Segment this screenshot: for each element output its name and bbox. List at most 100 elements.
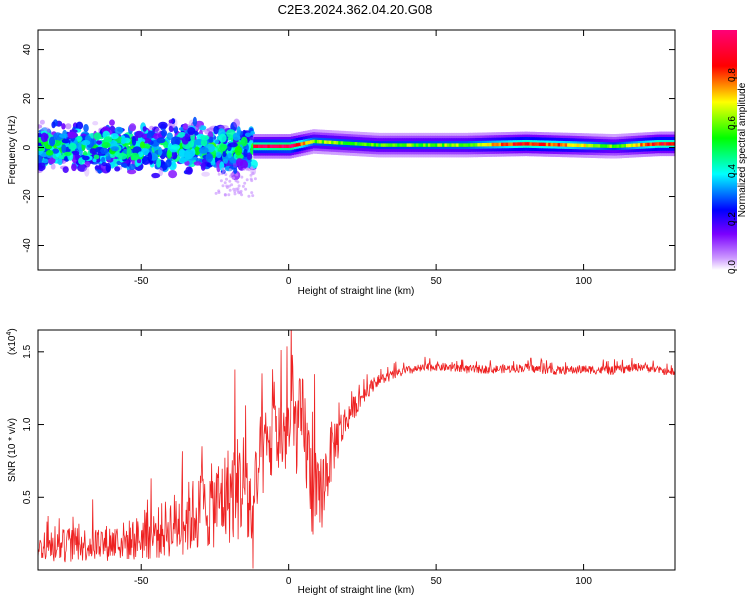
spectrogram-cell — [249, 177, 253, 181]
spectrogram-cell — [286, 144, 290, 148]
spectrogram-cell — [574, 143, 578, 147]
snr-y-multiplier-base: (x10 — [7, 335, 18, 355]
spectrogram-cell — [446, 143, 450, 147]
spectrogram-cell — [352, 142, 356, 146]
spectrogram-cell — [184, 133, 189, 142]
spectrogram-cell — [84, 167, 90, 177]
spectrogram-cell — [237, 184, 241, 188]
spectrogram-cell — [529, 142, 533, 146]
spectrogram-cell — [214, 191, 218, 195]
spectrogram-cell — [126, 147, 132, 158]
spectrogram-cell — [585, 143, 589, 148]
spectrogram-cell — [225, 184, 229, 188]
spectrogram-cell — [245, 167, 249, 171]
spectrogram-cell — [67, 131, 77, 139]
spectrogram-cell — [52, 148, 60, 154]
spectrogram-cell — [423, 143, 427, 147]
spectrogram-cell — [222, 169, 226, 173]
spectrogram-cell — [154, 127, 161, 134]
spectrogram-marks — [38, 116, 675, 198]
spectrogram-cell — [236, 187, 240, 191]
spectrogram-cell — [260, 144, 264, 148]
spectrogram-cell — [659, 142, 663, 146]
spectrogram-x-tick-label: 100 — [575, 276, 592, 287]
spectrogram-cell — [253, 177, 257, 181]
spectrogram-cell — [619, 144, 622, 148]
colorbar-tick-label: 0.0 — [727, 260, 738, 274]
spectrogram-cell — [114, 166, 121, 172]
spectrogram-cell — [136, 158, 142, 164]
snr-x-tick-label: 100 — [575, 576, 592, 587]
spectrogram-cell — [475, 143, 479, 147]
spectrogram-cell — [128, 123, 137, 132]
spectrogram-cell — [236, 180, 240, 184]
spectrogram-cell — [103, 136, 113, 143]
spectrogram-cell — [307, 140, 311, 145]
spectrogram-cell — [347, 141, 351, 146]
figure-title: C2E3.2024.362.04.20.G08 — [278, 2, 433, 17]
spectrogram-cell — [224, 173, 228, 176]
spectrogram-cell — [531, 142, 535, 146]
spectrogram-cell — [482, 143, 486, 147]
spectrogram-cell — [366, 142, 370, 147]
spectrogram-cell — [550, 142, 554, 147]
spectrogram-cell — [233, 190, 237, 193]
spectrogram-cell — [434, 143, 438, 147]
spectrogram-cell — [361, 142, 365, 146]
spectrogram-cell — [110, 133, 119, 140]
spectrogram-cell — [114, 126, 124, 135]
spectrogram-cell — [654, 142, 658, 146]
spectrogram-cell — [219, 179, 223, 183]
spectrogram-x-tick-label: 0 — [286, 276, 292, 287]
spectrogram-cell — [404, 143, 408, 147]
spectrogram-cell — [564, 143, 568, 147]
spectrogram-cell — [238, 191, 242, 195]
spectrogram-cell — [147, 152, 153, 162]
spectrogram-cell — [317, 140, 320, 144]
spectrogram-cell — [51, 121, 56, 129]
spectrogram-cell — [200, 162, 206, 171]
spectrogram-cell — [251, 194, 255, 198]
spectrogram-cell — [519, 142, 523, 146]
spectrogram-cell — [409, 143, 412, 147]
colorbar-tick-label: 0.8 — [727, 68, 738, 82]
spectrogram-x-tick-label: -50 — [134, 276, 149, 287]
spectrogram-cell — [302, 141, 306, 146]
spectrogram-cell — [335, 141, 339, 145]
spectrogram-cell — [602, 144, 606, 148]
spectrogram-cell — [578, 143, 582, 148]
spectrogram-cell — [477, 143, 481, 147]
spectrogram-cell — [368, 142, 372, 147]
spectrogram-cell — [215, 151, 222, 159]
spectrogram-cell — [309, 140, 313, 144]
spectrogram-cell — [225, 177, 228, 181]
spectrogram-cell — [635, 143, 639, 147]
spectrogram-cell — [235, 173, 239, 177]
spectrogram-cell — [236, 126, 241, 136]
spectrogram-cell — [640, 143, 644, 147]
snr-y-tick-label: 1.5 — [22, 344, 33, 358]
spectrogram-cell — [538, 142, 542, 146]
spectrogram-cell — [61, 138, 70, 144]
spectrogram-cell — [569, 143, 573, 147]
spectrogram-cell — [130, 152, 140, 161]
spectrogram-cell — [626, 143, 629, 148]
spectrogram-cell — [284, 144, 287, 148]
spectrogram-cell — [442, 143, 445, 147]
spectrogram-cell — [221, 184, 225, 188]
spectrogram-cell — [673, 142, 675, 146]
spectrogram-cell — [607, 144, 611, 148]
spectrogram-cell — [228, 188, 232, 192]
spectrogram-cell — [479, 143, 483, 147]
spectrogram-cell — [39, 119, 45, 125]
snr-y-multiplier-exp: 4 — [6, 332, 13, 336]
spectrogram-cell — [208, 136, 214, 143]
spectrogram-cell — [425, 143, 429, 147]
spectrogram-cell — [411, 143, 415, 147]
spectrogram-cell — [340, 141, 344, 145]
spectrogram-cell — [656, 142, 660, 146]
spectrogram-cell — [300, 142, 304, 146]
spectrogram-cell — [470, 143, 474, 147]
spectrogram-cell — [139, 141, 146, 149]
spectrogram-cell — [262, 144, 266, 148]
